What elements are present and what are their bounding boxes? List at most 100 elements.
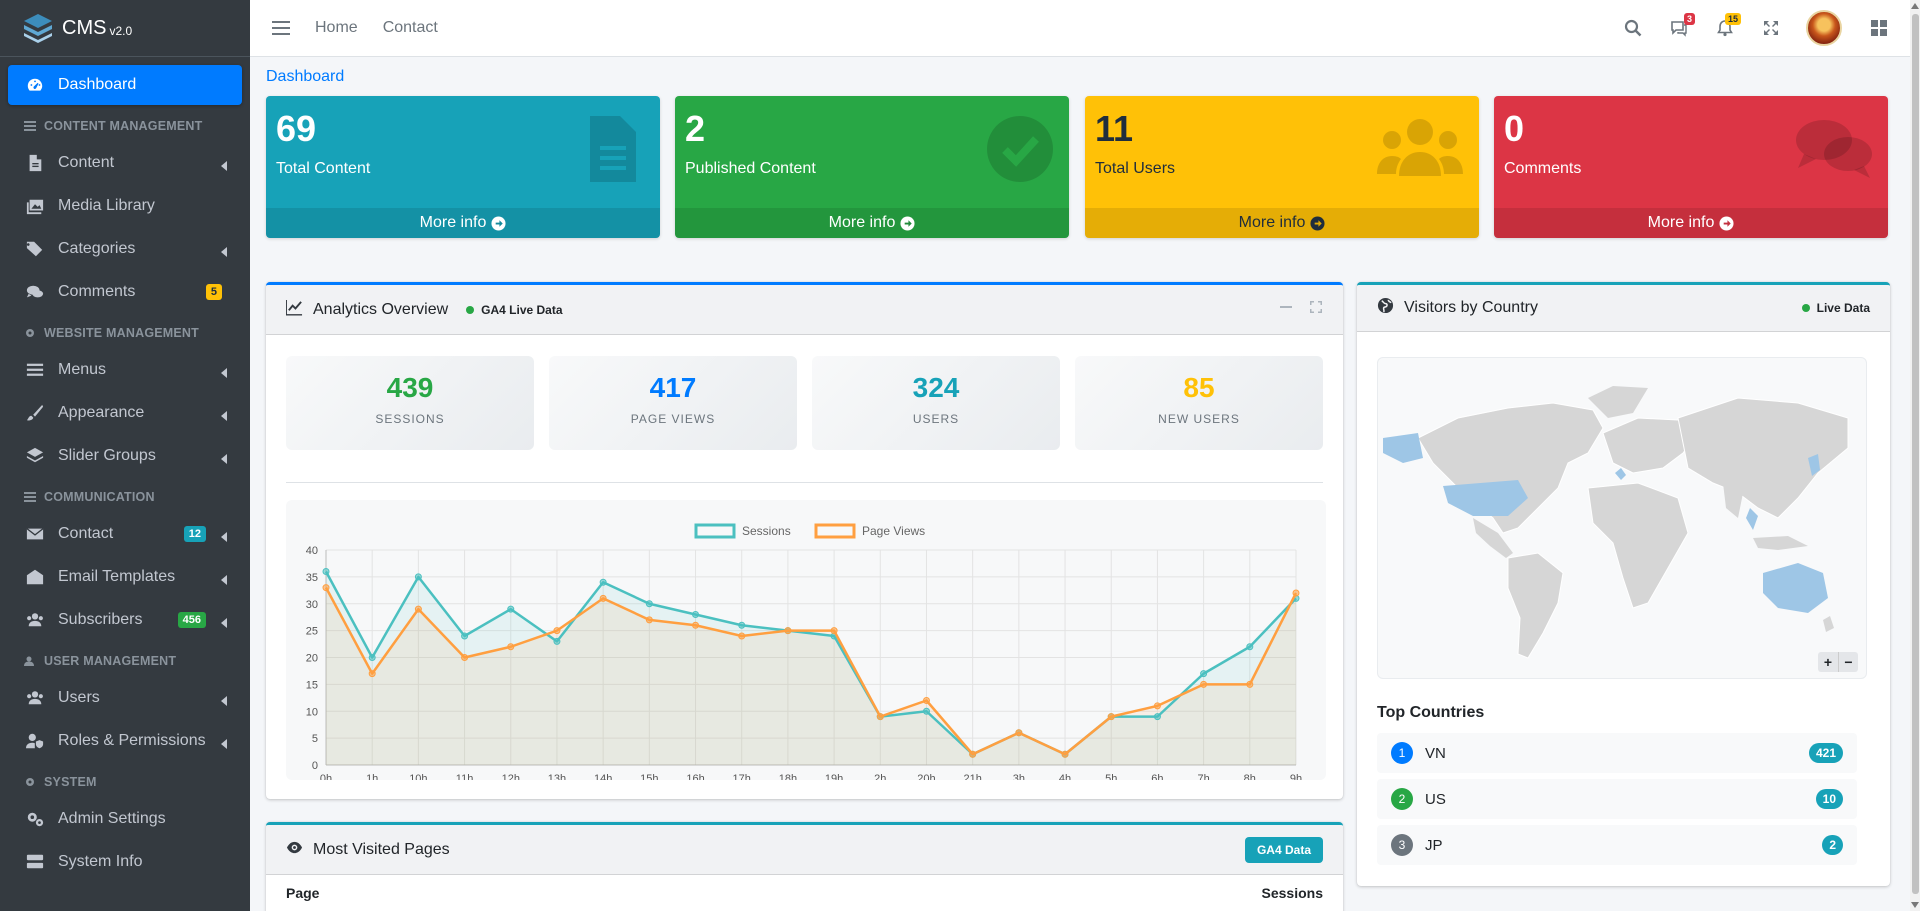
data-point[interactable]	[1292, 589, 1300, 597]
sidebar-item-slider-groups[interactable]: Slider Groups	[8, 436, 242, 476]
country-row[interactable]: 2 US 10	[1377, 779, 1857, 819]
stat-label: USERS	[912, 412, 960, 426]
brand-name: CMS	[62, 16, 107, 39]
more-info-link[interactable]: More info	[1085, 208, 1479, 238]
sidebar-item-comments[interactable]: Comments 5	[8, 272, 242, 312]
series-line-page-views[interactable]	[324, 587, 1298, 756]
search-icon[interactable]	[1624, 19, 1642, 37]
hamburger-menu-icon[interactable]	[272, 19, 290, 37]
data-point[interactable]	[922, 707, 930, 715]
data-point[interactable]	[784, 627, 792, 635]
section-header-user: USER MANAGEMENT	[8, 644, 242, 678]
stat-box-total-users: 11 Total Users More info	[1085, 96, 1479, 238]
data-point[interactable]	[969, 750, 977, 758]
sidebar-item-categories[interactable]: Categories	[8, 229, 242, 269]
data-point[interactable]	[1246, 643, 1254, 651]
data-point[interactable]	[1107, 713, 1115, 721]
data-point[interactable]	[1153, 713, 1161, 721]
data-point[interactable]	[692, 621, 700, 629]
nav-link-contact[interactable]: Contact	[382, 19, 438, 36]
x-tick-label: 10h	[409, 773, 427, 780]
sidebar-item-users[interactable]: Users	[8, 678, 242, 718]
data-point[interactable]	[738, 632, 746, 640]
expand-icon[interactable]	[1309, 300, 1323, 319]
brand[interactable]: CMS v2.0	[0, 0, 250, 57]
comments-icon	[24, 283, 46, 301]
sidebar-item-email-templates[interactable]: Email Templates	[8, 557, 242, 597]
fullscreen-icon[interactable]	[1762, 19, 1780, 37]
x-tick-label: 7h	[1197, 773, 1209, 780]
bell-icon[interactable]: 15	[1716, 13, 1741, 37]
data-point[interactable]	[876, 713, 884, 721]
scroll-thumb[interactable]	[1912, 14, 1919, 894]
sidebar-item-admin-settings[interactable]: Admin Settings	[8, 799, 242, 839]
data-point[interactable]	[922, 697, 930, 704]
data-point[interactable]	[414, 573, 422, 581]
breadcrumb[interactable]: Dashboard	[266, 68, 345, 85]
data-point[interactable]	[368, 670, 376, 678]
series-line-sessions[interactable]	[324, 570, 1297, 756]
grid-icon[interactable]	[1870, 19, 1888, 37]
legend-swatch[interactable]	[814, 523, 856, 539]
stat-box-published-content: 2 Published Content More info	[675, 96, 1069, 238]
data-point[interactable]	[645, 616, 653, 624]
messages-icon[interactable]: 3	[1670, 13, 1695, 37]
sidebar-item-subscribers[interactable]: Subscribers 456	[8, 600, 242, 640]
x-tick-label: 15h	[640, 773, 658, 780]
data-point[interactable]	[1153, 702, 1161, 710]
chevron-left-icon	[220, 693, 230, 706]
column-header-page[interactable]: Page	[286, 885, 320, 901]
sidebar-item-menus[interactable]: Menus	[8, 350, 242, 390]
data-point[interactable]	[830, 627, 838, 635]
nav-link-home[interactable]: Home	[315, 19, 358, 36]
data-point[interactable]	[507, 643, 515, 651]
data-point[interactable]	[368, 654, 376, 661]
data-point[interactable]	[645, 600, 653, 608]
country-code: US	[1425, 790, 1446, 808]
sidebar-item-media[interactable]: Media Library	[8, 186, 242, 226]
line-chart[interactable]: 0 5 10 15 20 25 30 35 40 0h 1h 10h 11h 12h 13h 14h 15h 16…	[286, 500, 1326, 785]
sidebar-item-dashboard[interactable]: Dashboard	[8, 65, 242, 105]
sidebar-item-system-info[interactable]: System Info	[8, 842, 242, 882]
legend-swatch[interactable]	[694, 523, 736, 539]
scrollbar[interactable]	[1910, 0, 1920, 911]
world-map[interactable]: + −	[1377, 357, 1867, 679]
sidebar-item-contact[interactable]: Contact 12	[8, 514, 242, 554]
country-row[interactable]: 3 JP 2	[1377, 825, 1857, 865]
data-point[interactable]	[738, 621, 746, 629]
scroll-down-arrow-icon[interactable]	[1911, 902, 1919, 908]
data-point[interactable]	[322, 584, 330, 592]
data-point[interactable]	[507, 605, 515, 613]
zoom-out-icon[interactable]: −	[1838, 652, 1858, 672]
more-info-link[interactable]: More info	[1494, 208, 1888, 238]
data-point[interactable]	[1200, 680, 1208, 688]
more-info-link[interactable]: More info	[675, 208, 1069, 238]
column-header-sessions[interactable]: Sessions	[1261, 885, 1323, 901]
zoom-in-icon[interactable]: +	[1818, 652, 1838, 672]
minimize-icon[interactable]	[1279, 300, 1293, 319]
data-point[interactable]	[1061, 750, 1069, 758]
user-avatar[interactable]	[1806, 10, 1842, 46]
chevron-left-icon	[220, 451, 230, 464]
sidebar-item-content[interactable]: Content	[8, 143, 242, 183]
rank-badge: 2	[1391, 788, 1413, 810]
data-point[interactable]	[599, 578, 607, 586]
data-point[interactable]	[553, 627, 561, 635]
data-point[interactable]	[1015, 729, 1023, 737]
legend-label[interactable]: Page Views	[862, 524, 925, 538]
legend-label[interactable]: Sessions	[742, 524, 791, 538]
sidebar-item-appearance[interactable]: Appearance	[8, 393, 242, 433]
data-point[interactable]	[553, 637, 561, 645]
data-point[interactable]	[1246, 680, 1254, 688]
data-point[interactable]	[414, 605, 422, 613]
scroll-up-arrow-icon[interactable]	[1911, 3, 1919, 9]
data-point[interactable]	[461, 654, 469, 661]
data-point[interactable]	[692, 611, 700, 618]
more-info-link[interactable]: More info	[266, 208, 660, 238]
data-point[interactable]	[461, 632, 469, 640]
country-row[interactable]: 1 VN 421	[1377, 733, 1857, 773]
data-point[interactable]	[322, 568, 330, 575]
sidebar-item-roles[interactable]: Roles & Permissions	[8, 721, 242, 761]
data-point[interactable]	[1200, 670, 1208, 678]
data-point[interactable]	[599, 594, 607, 602]
